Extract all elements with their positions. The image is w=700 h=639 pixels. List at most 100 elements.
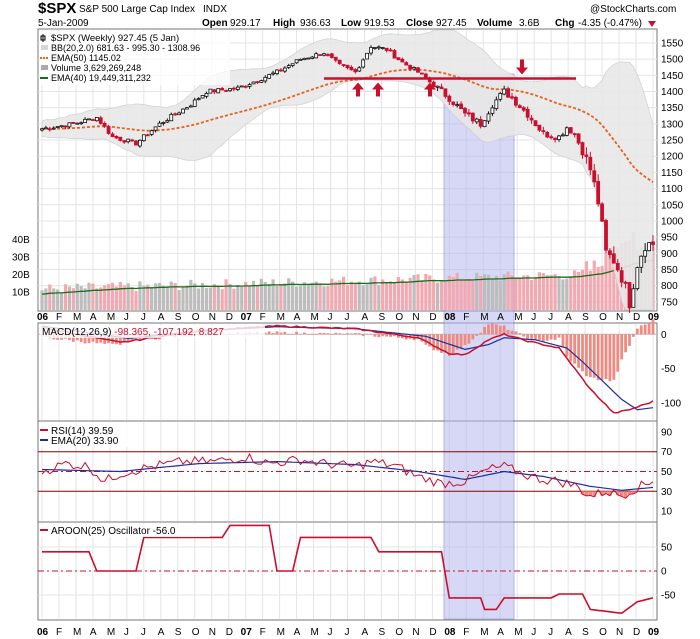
volume-bar [608,250,612,310]
x-axis-label: S [582,312,589,323]
candle-body [341,64,346,66]
candle-body [337,59,342,65]
candle-body [420,72,424,75]
candle-body [290,63,295,66]
candle-body [294,59,299,64]
candle-body [592,170,597,183]
candle-body [486,113,491,122]
volume-bar [341,276,346,310]
macd-histogram-bar [585,334,588,377]
volume-bar [471,281,475,310]
volume-bar [244,281,248,310]
candle-body [102,123,107,127]
candle-body [647,242,651,252]
x-axis-label: A [158,627,165,638]
legend-rsi-ema: EMA(20) 33.90 [51,436,119,447]
volume-bar [275,286,279,310]
x-axis-label: J [531,312,536,323]
quote-date: 5-Jan-2009 [38,18,89,29]
x-axis-label: 07 [241,312,253,323]
macd-histogram-bar [393,334,396,337]
candle-body [553,137,557,140]
volume-bar [318,283,322,310]
x-axis-label: 08 [444,627,456,638]
x-axis-label: N [616,312,623,323]
volume-bar [345,284,350,310]
macd-histogram-bar [639,325,643,335]
volume-bar [287,278,291,310]
macd-histogram-bar [510,330,514,335]
macd-histogram-bar [271,333,275,335]
macd-histogram-bar [600,334,604,380]
ema50-line [41,68,654,183]
aroon-axis-label: 50 [661,543,673,554]
volume-bar [146,284,150,310]
symbol[interactable]: $SPX [38,0,76,17]
candle-body [192,99,197,107]
macd-histogram-bar [628,334,631,346]
volume-bar [439,281,444,310]
candle-body [533,120,538,127]
macd-histogram-bar [561,334,565,348]
volume-bar [228,283,232,310]
x-axis-label: F [463,312,469,323]
candle-body [361,59,366,68]
macd-histogram-bar [549,334,553,340]
candle-body [380,47,385,49]
volume-bar [91,283,95,310]
x-axis-label: M [73,627,81,638]
volume-bar [459,280,463,310]
candle-body [44,127,48,130]
volume-bar [40,290,44,310]
candle-body [557,135,561,140]
candle-body [408,65,413,70]
volume-bar [259,278,263,310]
x-axis-label: J [328,627,333,638]
volume-bar [502,274,506,310]
candle-body [114,135,119,139]
macd-histogram-bar [263,332,267,335]
x-axis-label: 09 [648,627,660,638]
candle-body [94,117,99,122]
candle-body [580,142,585,156]
volume-bar [83,288,87,310]
candle-body [79,122,84,125]
macd-histogram-bar [569,334,573,362]
volume-bar [95,288,99,310]
candle-legend-icon [40,34,46,42]
x-axis-label: 07 [241,627,253,638]
macd-histogram-bar [573,334,577,364]
volume-bar [514,278,518,310]
volume-bar [361,285,365,310]
volume-bar [604,252,608,310]
candle-body [169,113,174,122]
price-axis-label: 750 [661,297,678,308]
volume-bar [385,282,389,310]
volume-bar [584,261,589,310]
x-axis-label: N [209,627,216,638]
volume-bar [63,284,68,310]
x-axis-label: N [412,627,419,638]
candle-body [584,154,589,157]
x-axis-label: J [548,312,553,323]
volume-bar [126,283,130,310]
macd-histogram-bar [306,334,310,335]
x-axis-label: M [107,312,115,323]
macd-histogram-bar [381,334,385,337]
macd-histogram-bar [608,334,612,382]
candle-body [568,127,573,134]
candle-body [200,95,205,99]
volume-bar [420,280,424,310]
macd-histogram-bar [526,334,530,340]
candle-body [333,56,338,61]
price-axis-label: 950 [661,233,678,244]
x-axis-label: A [294,627,301,638]
candle-body [416,67,420,73]
macd-histogram-bar [361,334,365,337]
x-axis-label: O [395,627,403,638]
x-axis-label: F [260,627,266,638]
candle-body [447,95,452,102]
volume-bar [529,279,534,310]
chg-value: -4.35 (-0.47%) [578,18,642,29]
macd-histogram-bar [416,334,420,339]
